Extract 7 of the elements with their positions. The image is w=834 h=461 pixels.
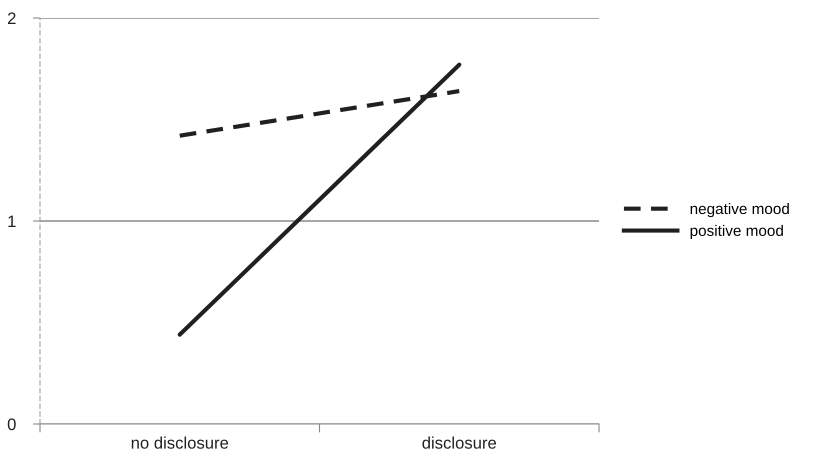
y-tick-label: 2 [8, 12, 16, 24]
x-tick-label: no disclosure [132, 436, 228, 449]
legend-label: negative mood [690, 202, 789, 218]
y-tick-label: 1 [8, 216, 16, 228]
y-tick-label: 0 [8, 418, 16, 430]
legend-label: positive mood [690, 224, 783, 240]
x-tick-label: disclosure [422, 436, 496, 449]
